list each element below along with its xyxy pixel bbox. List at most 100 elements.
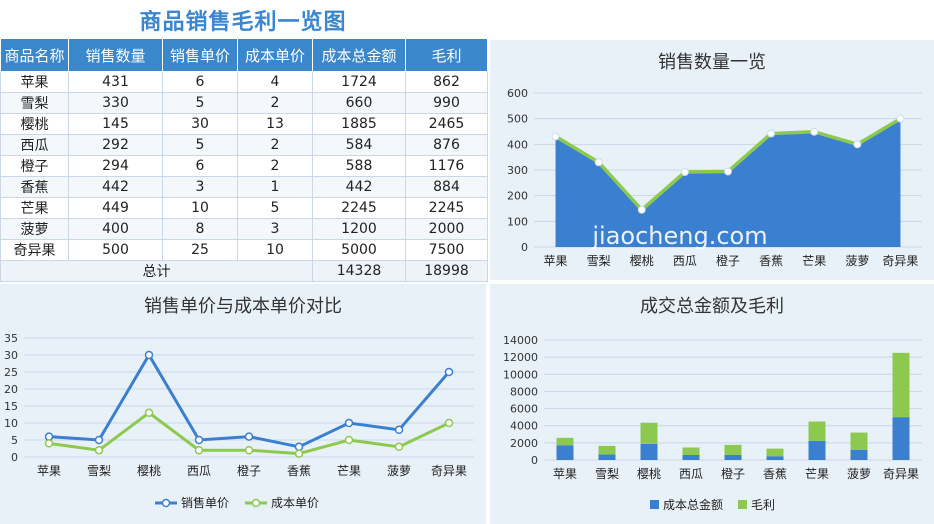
cell-qty: 294 [68,155,163,177]
quantity-chart-panel: 销售数量一览 0 100 200 300 400 500 600 苹果 雪梨 樱桃 西瓜 橙子 香蕉 芒果 菠… [490,40,934,280]
cell-profit: 2245 [405,197,488,219]
y-tick-label: 15 [4,400,18,413]
table-row: 菠萝 400 8 3 1200 2000 [0,218,488,240]
x-tick-label: 芒果 [802,253,826,268]
chart-title: 销售单价与成本单价对比 [144,296,342,317]
y-tick-label: 20 [4,383,18,396]
bar [766,456,784,460]
bar [766,448,784,457]
data-point [551,132,560,141]
x-tick-label: 香蕉 [759,254,783,268]
total-profit: 18998 [405,260,488,282]
col-header-cost-total: 成本总金额 [312,38,406,72]
table-row: 奇异果 500 25 10 5000 7500 [0,239,488,261]
x-tick-label: 橙子 [237,463,261,478]
data-point [194,435,204,445]
data-point [144,408,154,418]
cell-price: 5 [162,92,238,114]
data-point [94,445,104,455]
y-tick-label: 400 [507,138,528,151]
cell-profit: 1176 [405,155,488,177]
data-point [344,435,354,445]
x-tick-label: 苹果 [553,467,577,481]
y-tick-label: 30 [4,349,18,362]
cell-name: 奇异果 [0,239,69,261]
data-point [194,445,204,455]
y-tick-label: 100 [507,215,528,228]
chart-title: 成交总金额及毛利 [640,296,784,317]
table-row: 雪梨 330 5 2 660 990 [0,92,488,114]
data-point [394,442,404,452]
cell-cost: 13 [237,113,313,135]
bar [682,447,700,455]
data-point [144,350,154,360]
legend-swatch [738,500,747,509]
cell-qty: 431 [68,71,163,93]
cell-cost-total: 1724 [312,71,406,93]
data-point [344,418,354,428]
col-header-price: 销售单价 [162,38,238,72]
cell-cost-total: 5000 [312,239,406,261]
x-tick-label: 樱桃 [630,253,654,268]
bar [556,445,574,460]
y-tick-label: 300 [507,164,528,177]
legend-swatch [650,500,659,509]
quantity-area-chart: 销售数量一览 0 100 200 300 400 500 600 苹果 雪梨 樱桃 西瓜 橙子 香蕉 芒果 菠… [507,52,922,268]
x-tick-label: 西瓜 [673,254,697,268]
y-tick-label: 14000 [503,334,538,347]
cell-qty: 145 [68,113,163,135]
y-tick-label: 10000 [503,368,538,381]
data-point [444,418,454,428]
amount-chart-panel: 成交总金额及毛利 0 2000 4000 6000 8000 10000 12000 14000… [490,284,934,524]
bar [724,444,742,455]
y-tick-label: 12000 [503,351,538,364]
y-tick-label: 35 [4,332,18,345]
amount-stacked-bar-chart: 成交总金额及毛利 0 2000 4000 6000 8000 10000 12000 14000… [503,296,922,512]
x-tick-label: 菠萝 [387,464,411,478]
col-header-profit: 毛利 [405,38,488,72]
data-point [594,158,603,167]
cell-profit: 2000 [405,218,488,240]
x-tick-label: 菠萝 [847,467,871,481]
y-tick-label: 0 [531,454,538,467]
data-point [394,425,404,435]
cell-price: 10 [162,197,238,219]
cell-price: 3 [162,176,238,198]
cell-profit: 876 [405,134,488,156]
table-body: 苹果 431 6 4 1724 862 雪梨 330 5 2 660 990 樱桃 145 30 13 1885… [0,71,488,282]
bar [808,421,826,441]
data-point [853,140,862,149]
x-tick-label: 橙子 [721,466,745,481]
x-tick-label: 香蕉 [763,467,787,481]
data-point [680,168,689,177]
cell-cost: 5 [237,197,313,219]
bar [850,449,868,460]
x-tick-label: 芒果 [337,463,361,478]
x-tick-label: 雪梨 [587,254,611,268]
cell-cost: 10 [237,239,313,261]
cell-profit: 7500 [405,239,488,261]
cell-cost-total: 442 [312,176,406,198]
cell-name: 苹果 [0,71,69,93]
data-point [810,127,819,136]
y-tick-label: 6000 [510,403,538,416]
data-point [294,442,304,452]
cell-cost-total: 588 [312,155,406,177]
cell-name: 芒果 [0,197,69,219]
y-tick-label: 500 [507,113,528,126]
table-header-row: 商品名称 销售数量 销售单价 成本单价 成本总金额 毛利 [0,38,488,72]
bar [598,445,616,455]
cell-cost: 2 [237,92,313,114]
bar [640,422,658,444]
cell-cost: 3 [237,218,313,240]
data-point [244,432,254,441]
legend-marker [251,498,261,508]
x-tick-label: 樱桃 [137,463,161,478]
data-point [896,114,905,123]
y-tick-label: 0 [11,451,18,464]
data-point [444,367,454,377]
x-tick-label: 菠萝 [845,254,869,268]
bar [640,443,658,460]
cell-name: 雪梨 [0,92,69,114]
x-tick-label: 香蕉 [287,464,311,478]
